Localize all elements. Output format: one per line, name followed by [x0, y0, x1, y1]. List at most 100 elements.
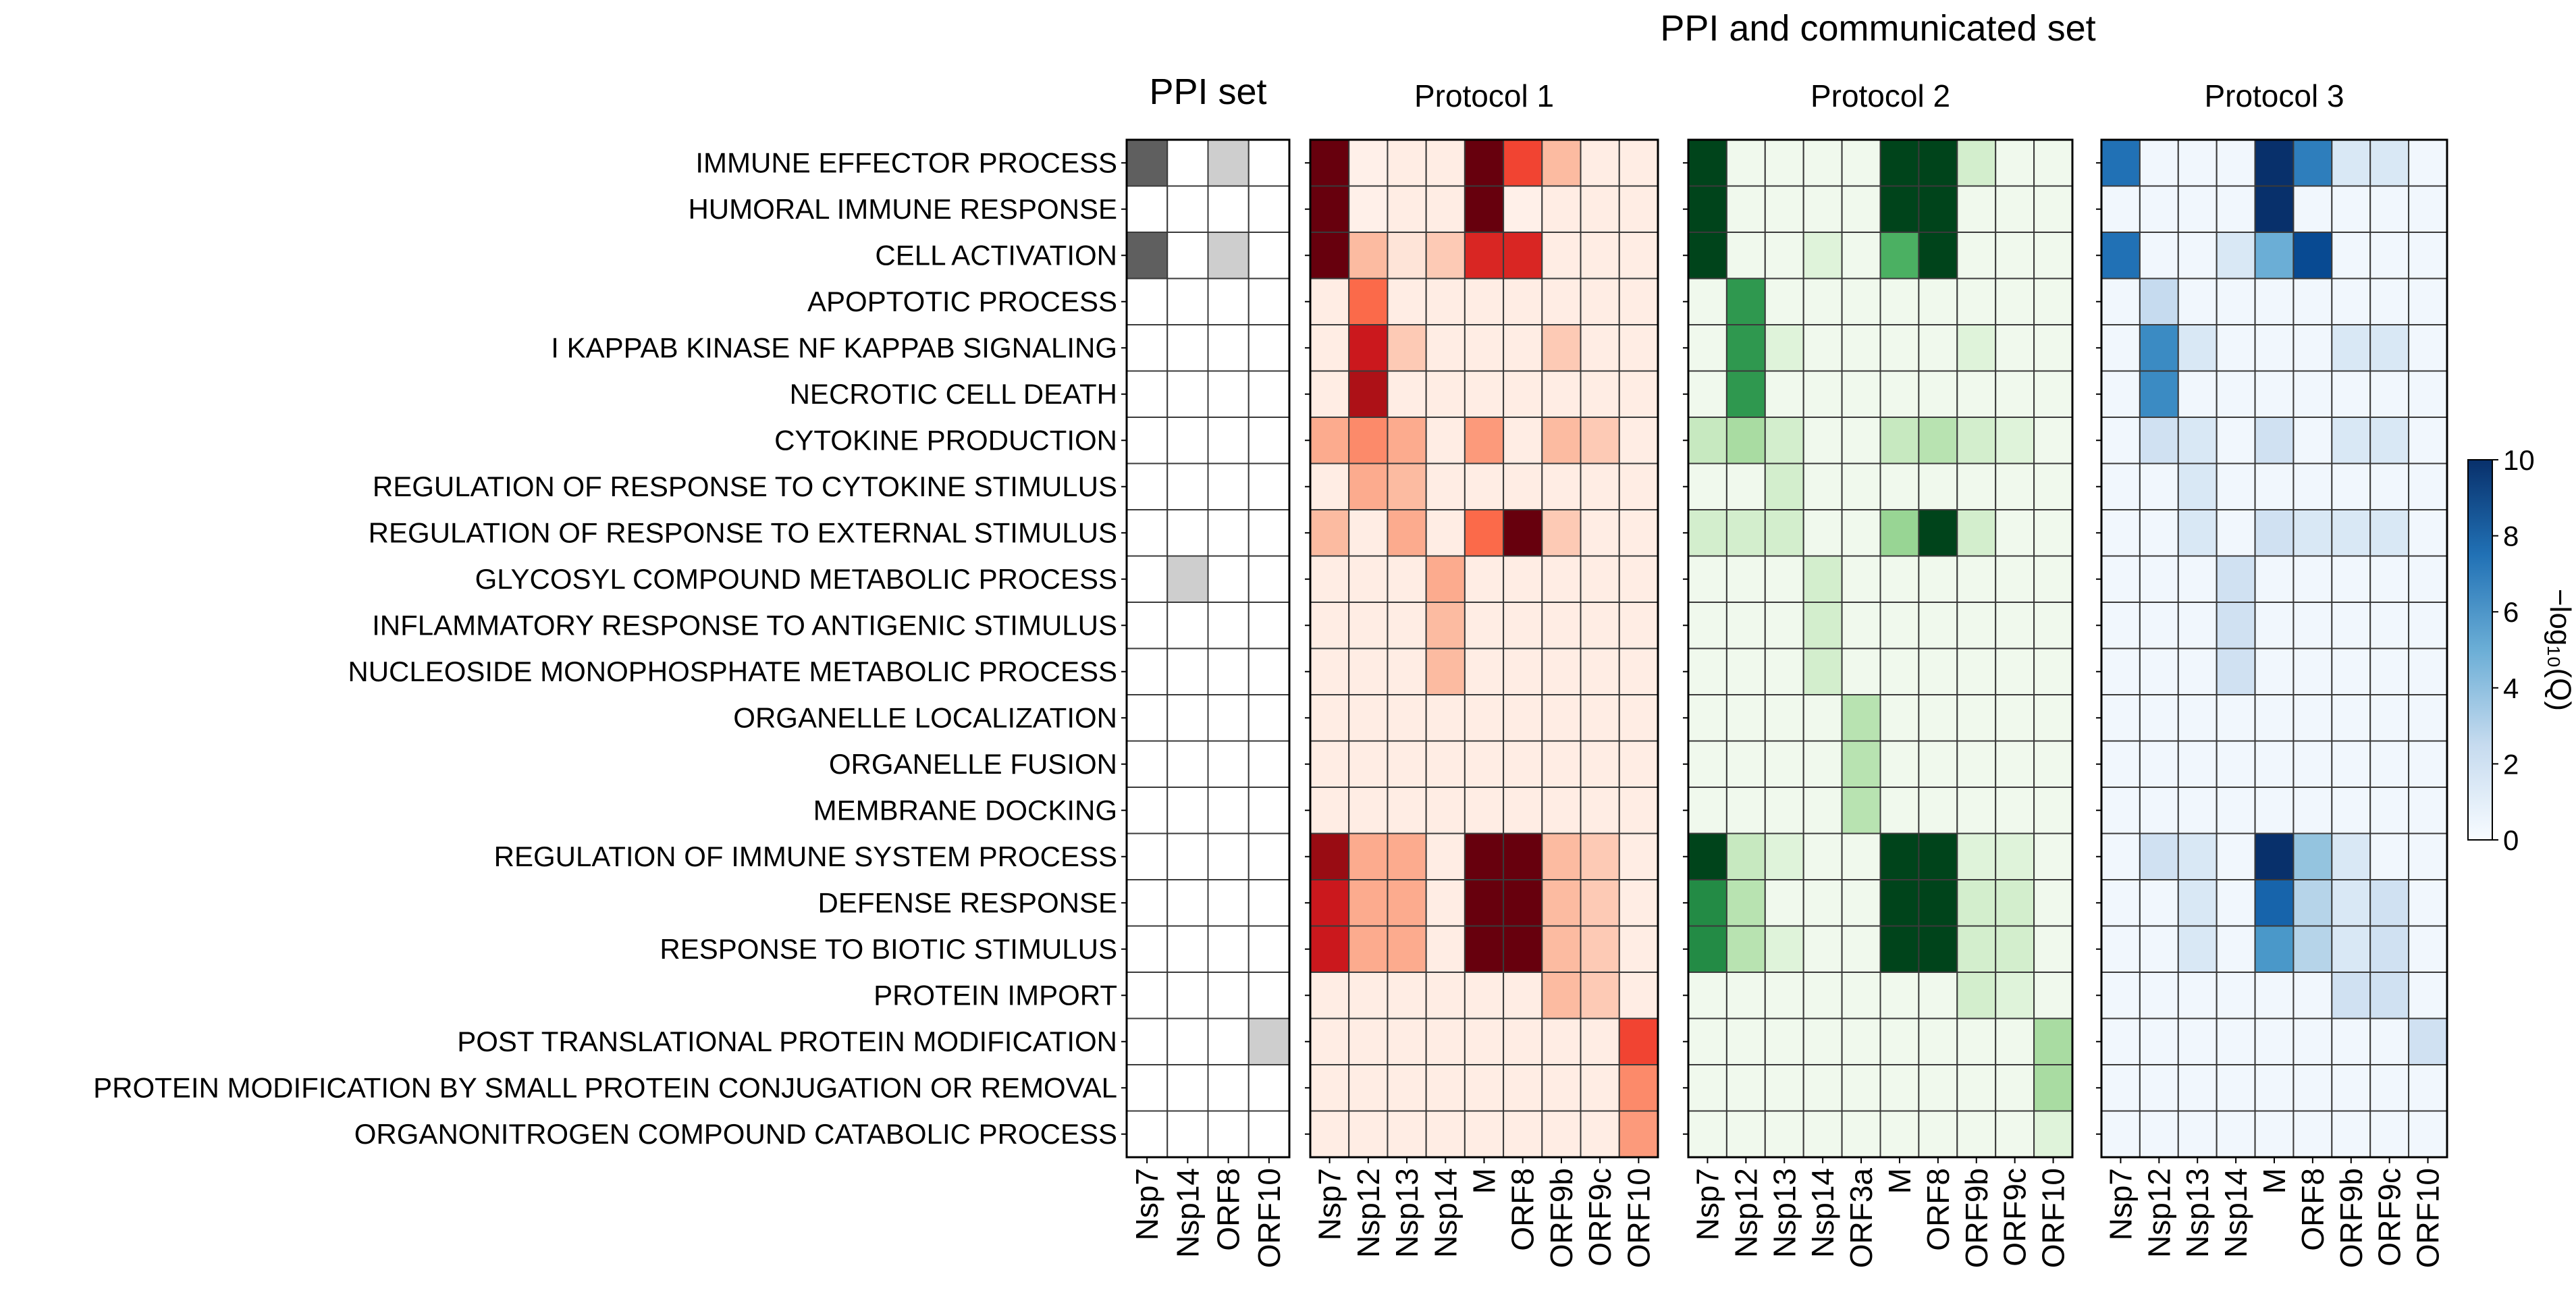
heatmap-cell	[1879, 417, 1920, 465]
heatmap-cell	[1802, 694, 1843, 742]
heatmap-cell	[1802, 232, 1843, 280]
heatmap-cell	[1618, 647, 1659, 695]
heatmap-cell	[1618, 879, 1659, 927]
row-label-organelle-localization: ORGANELLE LOCALIZATION	[733, 701, 1117, 733]
heatmap-cell	[1956, 417, 1997, 465]
heatmap-cell	[2292, 555, 2333, 603]
heatmap-cell	[2408, 185, 2448, 233]
heatmap-cell	[2033, 694, 2074, 742]
heatmap-cell	[2139, 277, 2179, 325]
heatmap-cell	[1841, 185, 1881, 233]
heatmap-cell	[1841, 972, 1881, 1019]
heatmap-cell	[2292, 324, 2333, 372]
heatmap-cell	[1541, 832, 1582, 880]
heatmap-cell	[1387, 832, 1427, 880]
heatmap-cell	[1247, 232, 1290, 280]
heatmap-cell	[1841, 925, 1881, 973]
heatmap-cell	[2331, 694, 2371, 742]
heatmap-cell	[1541, 555, 1582, 603]
colorbar-tick-label: 8	[2503, 521, 2519, 552]
row-label-immune-effector-process: IMMUNE EFFECTOR PROCESS	[695, 147, 1117, 178]
heatmap-cell	[1503, 832, 1543, 880]
heatmap-cell	[2292, 1017, 2333, 1065]
heatmap-cell	[1310, 832, 1350, 880]
heatmap-cell	[1580, 555, 1620, 603]
heatmap-cell	[1503, 324, 1543, 372]
heatmap-cell	[1618, 740, 1659, 788]
heatmap-cell	[1387, 879, 1427, 927]
heatmap-cell	[1879, 602, 1920, 650]
heatmap-cell	[1247, 879, 1290, 927]
heatmap-cell	[1956, 1110, 1997, 1158]
heatmap-cell	[1688, 740, 1727, 788]
row-label-cytokine-production: CYTOKINE PRODUCTION	[774, 424, 1117, 456]
heatmap-cell	[2331, 232, 2371, 280]
heatmap-cell	[2177, 647, 2218, 695]
heatmap-cell	[2216, 417, 2256, 465]
heatmap-cell	[2369, 1110, 2410, 1158]
column-label-m: M	[1882, 1168, 1917, 1194]
heatmap-cell	[1464, 787, 1505, 834]
column-label-orf10: ORF10	[1252, 1168, 1287, 1268]
heatmap-cell	[1879, 555, 1920, 603]
heatmap-cell	[2408, 462, 2448, 510]
heatmap-cell	[1310, 925, 1350, 973]
heatmap-cell	[1764, 324, 1804, 372]
column-label-nsp14: Nsp14	[1170, 1168, 1205, 1258]
heatmap-cell	[2177, 462, 2218, 510]
heatmap-cell	[1247, 832, 1290, 880]
row-labels: IMMUNE EFFECTOR PROCESS HUMORAL IMMUNE RE…	[93, 147, 1117, 1150]
heatmap-cell	[1503, 740, 1543, 788]
heatmap-cell	[2101, 370, 2141, 418]
heatmap-cell	[1918, 277, 1958, 325]
heatmap-cell	[2331, 925, 2371, 973]
heatmap-cell	[1425, 185, 1466, 233]
heatmap-cell	[1802, 277, 1843, 325]
heatmap-cell	[2292, 1064, 2333, 1112]
heatmap-cell	[2033, 370, 2074, 418]
row-label-response-to-biotic-stimulus: RESPONSE TO BIOTIC STIMULUS	[660, 933, 1117, 965]
heatmap-cell	[1207, 694, 1250, 742]
heatmap-cell	[1541, 694, 1582, 742]
heatmap-cell	[1688, 1110, 1727, 1158]
heatmap-cell	[1503, 417, 1543, 465]
row-label-membrane-docking: MEMBRANE DOCKING	[813, 794, 1117, 826]
heatmap-cell	[1580, 602, 1620, 650]
heatmap-cell	[2101, 462, 2141, 510]
heatmap-cell	[2101, 694, 2141, 742]
column-label-orf10: ORF10	[2036, 1168, 2071, 1268]
heatmap-cell	[2216, 694, 2256, 742]
heatmap-cell	[1541, 972, 1582, 1019]
heatmap-cell	[1918, 740, 1958, 788]
heatmap-cell	[1464, 925, 1505, 973]
heatmap-cell	[1207, 1110, 1250, 1158]
row-label-organelle-fusion: ORGANELLE FUSION	[829, 748, 1117, 780]
heatmap-cell	[1618, 324, 1659, 372]
heatmap-cell	[1464, 647, 1505, 695]
column-label-nsp7: Nsp7	[1129, 1168, 1164, 1240]
heatmap-cell	[2177, 417, 2218, 465]
heatmap-cell	[1618, 417, 1659, 465]
heatmap-cell	[1725, 185, 1766, 233]
panel-title: Protocol 1	[1414, 78, 1554, 113]
heatmap-cell	[2139, 555, 2179, 603]
row-label-humoral-immune-response: HUMORAL IMMUNE RESPONSE	[688, 193, 1117, 225]
heatmap-cell	[2216, 509, 2256, 557]
heatmap-cell	[1126, 324, 1169, 372]
colorbar-tick-label: 6	[2503, 596, 2519, 628]
panel-title: PPI set	[1149, 72, 1266, 112]
heatmap-cell	[1918, 1017, 1958, 1065]
heatmap-cell	[1956, 647, 1997, 695]
heatmap-cell	[1207, 462, 1250, 510]
heatmap-cell	[1879, 787, 1920, 834]
heatmap-cell	[1688, 787, 1727, 834]
panel-frame	[1125, 138, 1291, 1159]
heatmap-cell	[2292, 462, 2333, 510]
heatmap-cell	[2292, 277, 2333, 325]
heatmap-cell	[1166, 417, 1209, 465]
heatmap-cell	[1348, 417, 1389, 465]
heatmap-cell	[2331, 972, 2371, 1019]
heatmap-cell	[1541, 1017, 1582, 1065]
heatmap-cell	[1425, 1064, 1466, 1112]
heatmap-cell	[1425, 740, 1466, 788]
